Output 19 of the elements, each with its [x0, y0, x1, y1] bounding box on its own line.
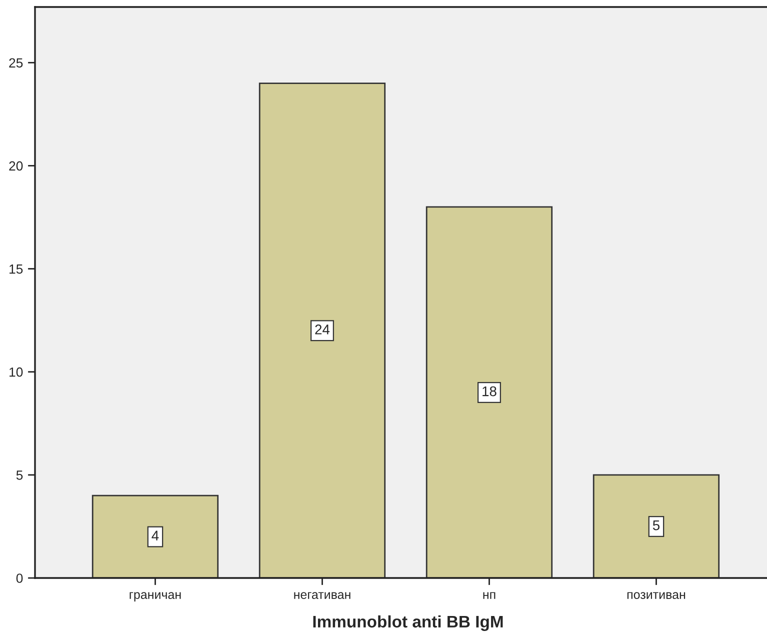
y-tick-label: 5 — [16, 470, 23, 480]
x-tick-label: негативан — [294, 592, 350, 599]
data-label: 4 — [152, 530, 159, 540]
bar — [92, 494, 219, 578]
y-tick-label: 0 — [16, 574, 23, 583]
data-label: 24 — [315, 324, 330, 334]
bar — [426, 206, 553, 578]
data-label: 18 — [482, 386, 496, 396]
y-tick-label: 10 — [10, 367, 23, 377]
x-tick-label: позитиван — [627, 592, 686, 599]
y-tick-label: 20 — [9, 161, 23, 171]
bar — [592, 474, 720, 578]
bar — [258, 82, 386, 578]
x-tick-label: нп — [483, 592, 496, 599]
y-tick-label: 15 — [10, 264, 23, 274]
x-tick-label: граничан — [130, 592, 181, 602]
data-label: 5 — [652, 520, 660, 530]
x-axis-title: Immunoblot anti BB IgM — [313, 615, 503, 631]
y-tick-label: 25 — [9, 58, 23, 68]
